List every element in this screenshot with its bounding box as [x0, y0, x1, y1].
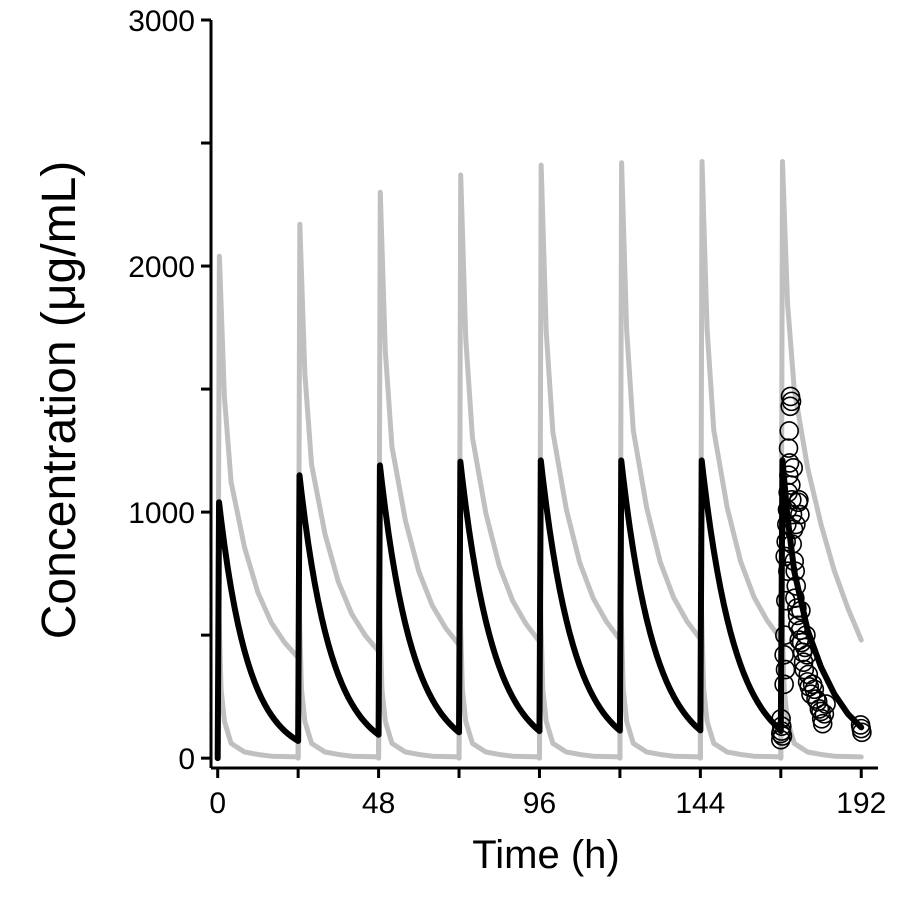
- observed-point: [806, 689, 826, 709]
- x-tick-label: 192: [836, 787, 886, 820]
- x-axis-title: Time (h): [472, 833, 619, 877]
- observed-point: [775, 546, 795, 567]
- observed-point: [789, 489, 809, 510]
- observed-point: [777, 514, 797, 535]
- x-tick-label: 48: [362, 787, 395, 820]
- observed-point: [783, 458, 804, 478]
- observed-point: [789, 630, 810, 650]
- observed-point: [779, 453, 800, 473]
- observed-point: [770, 729, 791, 750]
- observed-point: [791, 600, 811, 621]
- y-tick-label: 1000: [128, 497, 195, 530]
- observed-point: [778, 561, 798, 581]
- observed-point: [786, 576, 807, 596]
- x-ticks: 0 48 96 144 192: [209, 768, 886, 820]
- observed-point: [771, 708, 791, 729]
- observed-point: [795, 637, 815, 658]
- y-axis-title: Concentration (μg/mL): [33, 161, 86, 640]
- observed-points: [770, 386, 872, 750]
- observed-point: [776, 590, 796, 611]
- observed-point: [771, 716, 792, 736]
- observed-point: [814, 704, 835, 724]
- plot-series: [214, 158, 865, 762]
- x-tick-label: 96: [523, 787, 556, 820]
- y-ticks: 0 1000 2000 3000: [128, 5, 211, 776]
- y-tick-label: 2000: [128, 251, 195, 284]
- observed-point: [850, 715, 871, 735]
- y-tick-label: 0: [178, 743, 195, 776]
- x-tick-label: 144: [675, 787, 725, 820]
- observed-point: [785, 561, 806, 581]
- observed-point: [790, 504, 810, 525]
- observed-point: [796, 625, 816, 645]
- observed-point: [798, 664, 819, 685]
- observed-point: [779, 421, 799, 441]
- observed-point: [852, 722, 872, 743]
- observed-point: [812, 713, 833, 734]
- x-tick-label: 0: [209, 787, 226, 820]
- observed-point: [787, 605, 808, 626]
- observed-point: [784, 551, 805, 572]
- series-line-median: [214, 457, 865, 762]
- observed-point: [786, 514, 806, 535]
- observed-point: [774, 674, 794, 695]
- observed-point: [809, 699, 830, 719]
- axes: [209, 20, 878, 770]
- observed-point: [771, 721, 792, 741]
- observed-point: [816, 694, 836, 714]
- observed-point: [781, 391, 802, 412]
- observed-point: [775, 659, 796, 680]
- observed-point: [801, 684, 821, 704]
- y-tick-label: 3000: [128, 5, 195, 38]
